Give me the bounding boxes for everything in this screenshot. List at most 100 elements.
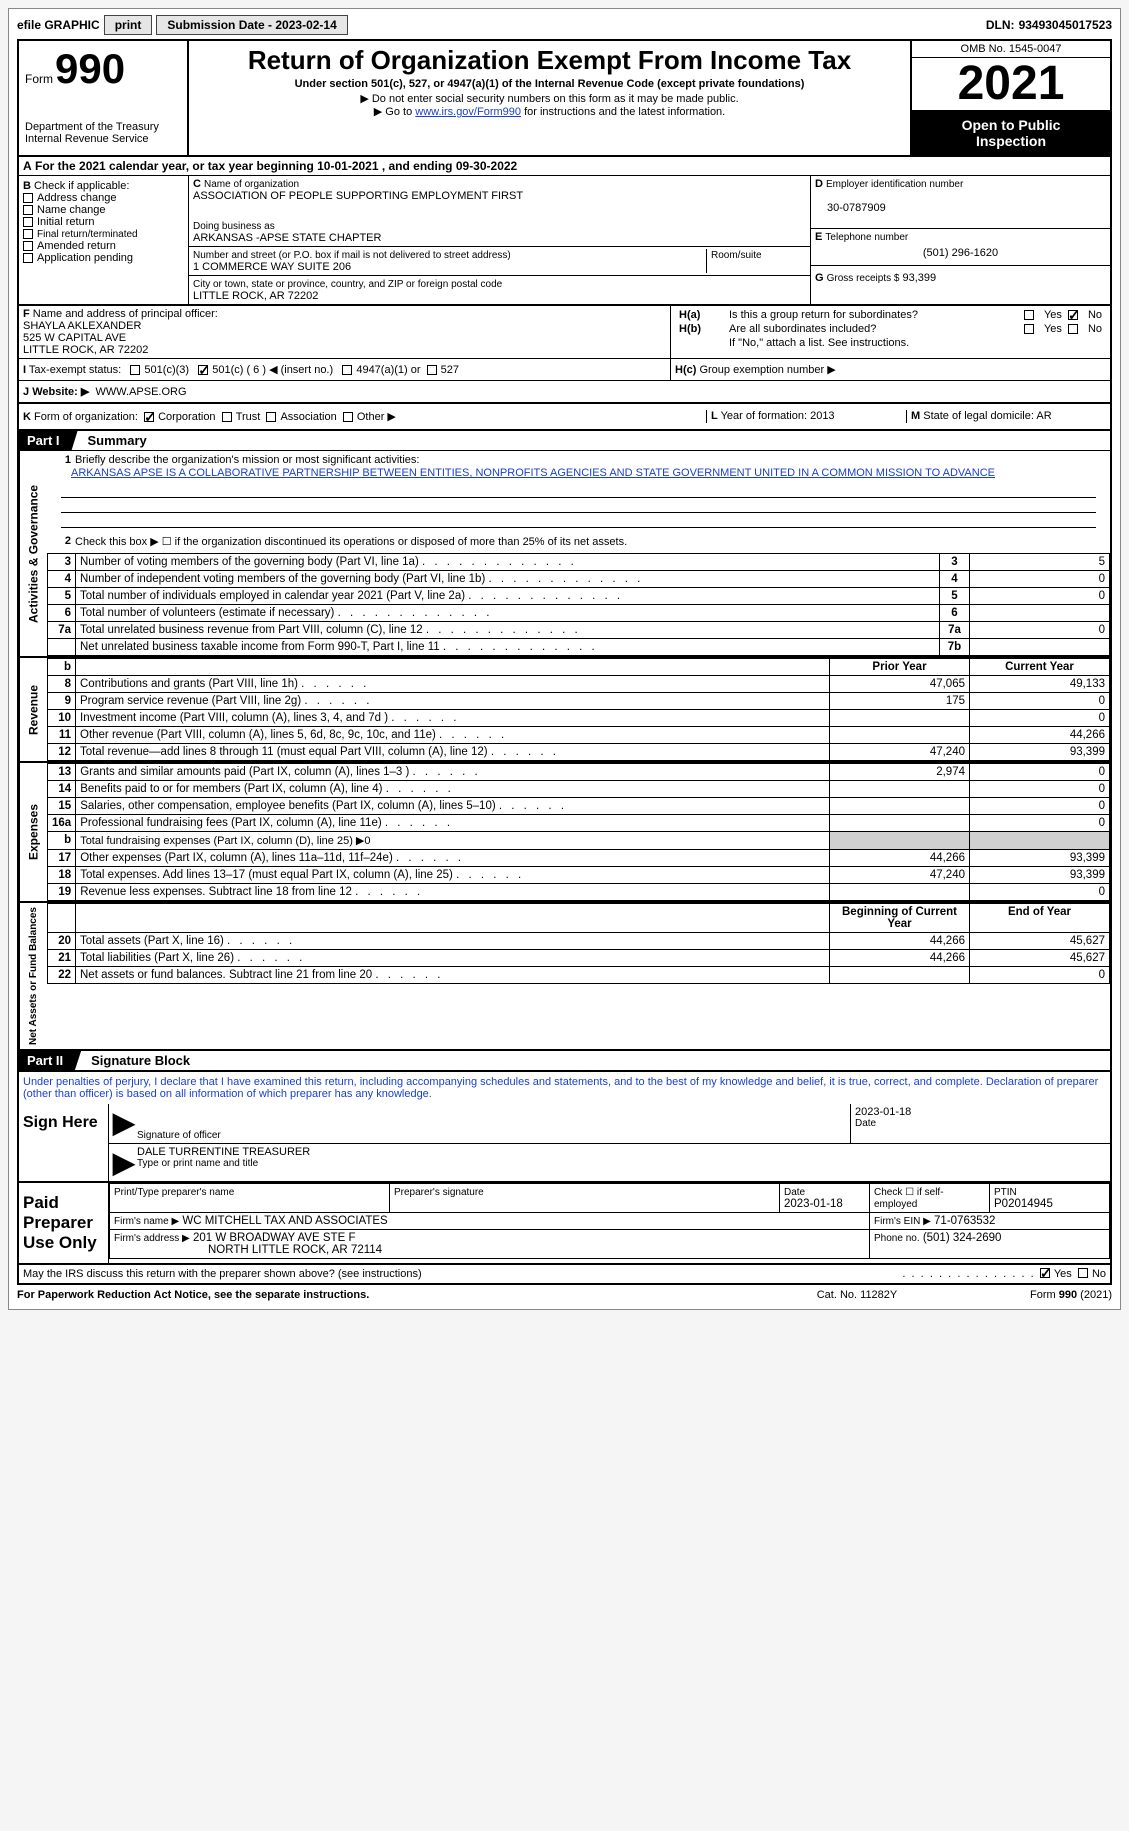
Ha-yes-checkbox[interactable] (1024, 310, 1034, 320)
year-formation-val: 2013 (810, 410, 834, 422)
form-header: Form 990 Department of the Treasury Inte… (17, 39, 1112, 157)
sect-na: Net Assets or Fund Balances Beginning of… (17, 903, 1112, 1051)
amended-return-lbl: Amended return (37, 240, 116, 252)
period-row: A For the 2021 calendar year, or tax yea… (17, 157, 1112, 176)
form-title: Return of Organization Exempt From Incom… (195, 45, 904, 76)
status-4947-checkbox[interactable] (342, 365, 352, 375)
final-return-checkbox[interactable] (23, 229, 33, 239)
firm-name-val: WC MITCHELL TAX AND ASSOCIATES (182, 1215, 387, 1227)
pr-ptin-val: P02014945 (994, 1198, 1053, 1210)
table-row: 9Program service revenue (Part VIII, lin… (48, 693, 1110, 710)
gross-value: 93,399 (903, 272, 937, 284)
Hc-lbl: Group exemption number ▶ (699, 364, 835, 376)
letter-B: B (23, 180, 31, 192)
irs-link[interactable]: www.irs.gov/Form990 (415, 106, 521, 118)
omb-number: OMB No. 1545-0047 (912, 41, 1110, 58)
Ha-no: No (1088, 309, 1102, 321)
firm-phone-lbl: Phone no. (874, 1233, 920, 1244)
row-KLM: K Form of organization: Corporation Trus… (17, 404, 1112, 431)
Hb-note: If "No," attach a list. See instructions… (729, 337, 1102, 349)
Ha-lbl: Is this a group return for subordinates? (729, 309, 1018, 321)
paid-preparer-block: Paid Preparer Use Only Print/Type prepar… (17, 1183, 1112, 1265)
irs-label: Internal Revenue Service (25, 133, 181, 145)
box-M: M State of legal domicile: AR (906, 410, 1106, 423)
part1-header: Part I Summary (17, 431, 1112, 451)
state-domicile-lbl: State of legal domicile: (923, 410, 1034, 422)
pr-name-lbl: Print/Type preparer's name (114, 1187, 234, 1198)
box-L: L Year of formation: 2013 (706, 410, 906, 423)
year-formation-lbl: Year of formation: (721, 410, 807, 422)
Hb-no: No (1088, 323, 1102, 335)
letter-Hb: H(b) (679, 323, 723, 335)
top-grid: B Check if applicable: Address change Na… (17, 176, 1112, 306)
table-row: bTotal fundraising expenses (Part IX, co… (48, 832, 1110, 850)
org-name: ASSOCIATION OF PEOPLE SUPPORTING EMPLOYM… (193, 190, 523, 202)
table-row: 7aTotal unrelated business revenue from … (48, 622, 1110, 639)
other-lbl: Other ▶ (357, 411, 396, 423)
corp-checkbox[interactable] (144, 412, 154, 422)
table-row: 3Number of voting members of the governi… (48, 554, 1110, 571)
firm-addr-lbl: Firm's address ▶ (114, 1233, 190, 1244)
addr-change-checkbox[interactable] (23, 193, 33, 203)
corp-lbl: Corporation (158, 411, 215, 423)
addr-change-lbl: Address change (37, 192, 117, 204)
table-row: 4Number of independent voting members of… (48, 571, 1110, 588)
dba-value: ARKANSAS -APSE STATE CHAPTER (193, 232, 381, 244)
sig-date-val: 2023-01-18 (855, 1106, 1106, 1118)
sig-arrow-icon: ▶ (109, 1104, 133, 1143)
pr-self-lbl: Check ☐ if self-employed (874, 1187, 944, 1210)
period-text: For the 2021 calendar year, or tax year … (35, 159, 517, 173)
firm-addr1: 201 W BROADWAY AVE STE F (193, 1232, 356, 1244)
page-footer: For Paperwork Reduction Act Notice, see … (17, 1285, 1112, 1301)
name-change-checkbox[interactable] (23, 205, 33, 215)
table-row: 10Investment income (Part VIII, column (… (48, 710, 1110, 727)
box-B: B Check if applicable: Address change Na… (19, 176, 189, 304)
otp-line2: Inspection (916, 133, 1106, 149)
status-501c3-checkbox[interactable] (130, 365, 140, 375)
state-domicile-val: AR (1036, 410, 1051, 422)
trust-checkbox[interactable] (222, 412, 232, 422)
submission-date-button[interactable]: Submission Date - 2023-02-14 (156, 15, 347, 35)
status-501c-checkbox[interactable] (198, 365, 208, 375)
letter-Ha: H(a) (679, 309, 723, 321)
form-of-org-lbl: Form of organization: (34, 411, 138, 423)
dln-value: 93493045017523 (1019, 18, 1112, 32)
line2: 2 Check this box ▶ ☐ if the organization… (47, 530, 1110, 553)
letter-I: I (23, 364, 26, 376)
assn-checkbox[interactable] (266, 412, 276, 422)
website-lbl: Website: ▶ (32, 386, 89, 398)
box-F: F Name and address of principal officer:… (19, 306, 670, 358)
ag-table: 3Number of voting members of the governi… (47, 553, 1110, 656)
tel-lbl: Telephone number (825, 232, 908, 243)
efile-graphic-label: efile GRAPHIC (17, 18, 100, 32)
letter-G: G (815, 272, 824, 284)
ppu-label: Paid Preparer Use Only (19, 1183, 109, 1263)
sect-exp: Expenses 13Grants and similar amounts pa… (17, 763, 1112, 903)
initial-return-checkbox[interactable] (23, 217, 33, 227)
addr-lbl: Number and street (or P.O. box if mail i… (193, 250, 511, 261)
pra-notice: For Paperwork Reduction Act Notice, see … (17, 1289, 782, 1301)
status-527-checkbox[interactable] (427, 365, 437, 375)
otp-line1: Open to Public (916, 117, 1106, 133)
other-checkbox[interactable] (343, 412, 353, 422)
table-row: 15Salaries, other compensation, employee… (48, 798, 1110, 815)
status-501c3: 501(c)(3) (144, 364, 189, 376)
table-row: 18Total expenses. Add lines 13–17 (must … (48, 867, 1110, 884)
discuss-yes-checkbox[interactable] (1040, 1268, 1050, 1278)
sign-here-block: Sign Here ▶ Signature of officer 2023-01… (17, 1104, 1112, 1183)
gross-lbl: Gross receipts $ (827, 273, 900, 284)
amended-return-checkbox[interactable] (23, 241, 33, 251)
c-addr-cell: Number and street (or P.O. box if mail i… (189, 247, 810, 276)
discuss-no-checkbox[interactable] (1078, 1268, 1088, 1278)
pr-date-val: 2023-01-18 (784, 1198, 843, 1210)
Hb-yes-checkbox[interactable] (1024, 324, 1034, 334)
Ha-no-checkbox[interactable] (1068, 310, 1078, 320)
efile-bar: efile GRAPHIC print Submission Date - 20… (17, 15, 1112, 35)
app-pending-checkbox[interactable] (23, 253, 33, 263)
table-row: 19Revenue less expenses. Subtract line 1… (48, 884, 1110, 901)
Hb-no-checkbox[interactable] (1068, 324, 1078, 334)
box-D-E-G: D Employer identification number 30-0787… (810, 176, 1110, 304)
firm-name-lbl: Firm's name ▶ (114, 1216, 179, 1227)
box-I: I Tax-exempt status: 501(c)(3) 501(c) ( … (19, 359, 670, 380)
print-button[interactable]: print (104, 15, 153, 35)
